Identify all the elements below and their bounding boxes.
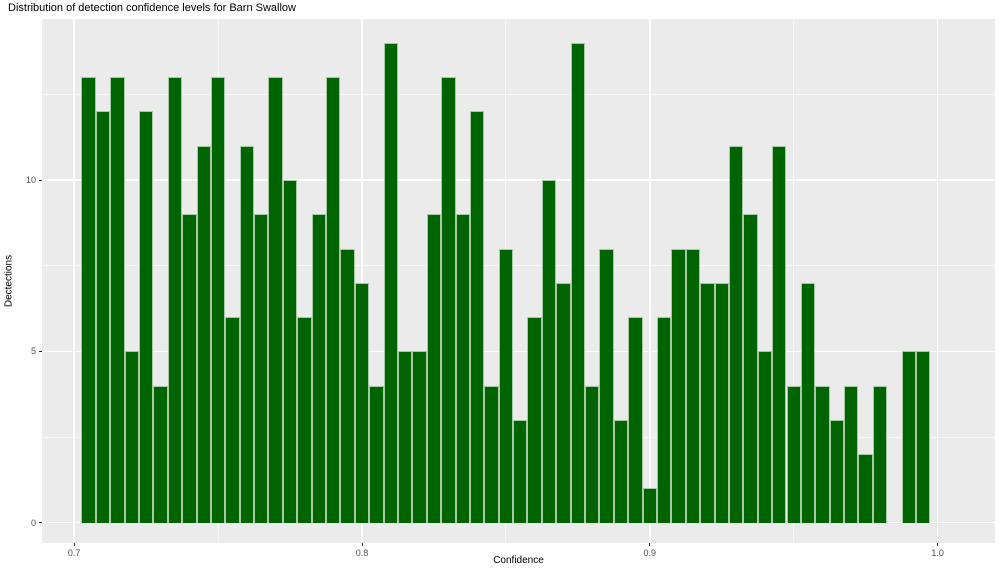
histogram-bar xyxy=(196,145,211,523)
histogram-bar xyxy=(656,317,672,523)
histogram-bar xyxy=(110,77,125,523)
x-axis-title: Confidence xyxy=(493,555,544,566)
histogram-bar xyxy=(210,77,226,523)
y-axis-title: Dectections xyxy=(3,254,15,308)
x-tick-label: 0.7 xyxy=(67,548,81,558)
histogram-bar xyxy=(815,385,830,523)
histogram-bar xyxy=(297,317,312,523)
histogram-bar xyxy=(167,77,183,523)
histogram-bar xyxy=(916,351,931,523)
x-tick-mark xyxy=(361,543,363,546)
histogram-bar xyxy=(743,214,758,523)
histogram-bar xyxy=(124,351,139,523)
histogram-bar xyxy=(786,385,801,523)
histogram-bar xyxy=(397,351,413,523)
histogram-bar xyxy=(556,282,571,523)
histogram-bar xyxy=(685,248,701,523)
major-gridline-vertical xyxy=(361,19,363,543)
histogram-bar xyxy=(138,111,154,523)
minor-gridline-horizontal xyxy=(42,93,995,95)
histogram-bar xyxy=(426,214,442,523)
x-tick-mark xyxy=(937,543,939,546)
minor-gridline-horizontal xyxy=(42,265,995,267)
histogram-bar xyxy=(844,385,859,523)
histogram-bar xyxy=(858,454,873,523)
y-tick-mark xyxy=(39,350,42,352)
major-gridline-horizontal xyxy=(42,179,995,181)
histogram-bar xyxy=(772,145,787,523)
histogram-bar xyxy=(671,248,686,523)
histogram-bar xyxy=(700,282,715,523)
plot-panel xyxy=(42,19,995,543)
histogram-bar xyxy=(268,77,283,523)
histogram-bar xyxy=(369,385,384,523)
histogram-bar xyxy=(225,317,240,523)
histogram-bar xyxy=(484,385,499,523)
histogram-bar xyxy=(728,145,744,523)
histogram-bar xyxy=(541,180,557,523)
chart-title: Distribution of detection confidence lev… xyxy=(8,2,296,14)
x-tick-label: 0.9 xyxy=(643,548,657,558)
histogram-bar xyxy=(714,282,729,523)
histogram-bar xyxy=(153,385,168,523)
histogram-bar xyxy=(254,214,269,523)
histogram-bar xyxy=(412,351,427,523)
histogram-bar xyxy=(239,145,255,523)
histogram-bar xyxy=(829,419,845,523)
y-tick-label: 0 xyxy=(30,517,36,528)
major-gridline-vertical xyxy=(73,19,75,543)
y-tick-mark xyxy=(39,179,42,181)
major-gridline-vertical xyxy=(936,19,939,543)
major-gridline-horizontal xyxy=(42,521,995,524)
histogram-bar xyxy=(282,180,298,523)
histogram-bar xyxy=(570,42,586,523)
histogram-bar xyxy=(585,385,600,523)
histogram-bar xyxy=(311,214,326,523)
histogram-bar xyxy=(599,248,614,523)
x-tick-mark xyxy=(649,543,651,546)
histogram-bar xyxy=(613,419,629,523)
y-tick-label: 10 xyxy=(25,175,36,185)
y-tick-mark xyxy=(39,522,42,524)
histogram-bar xyxy=(340,248,355,523)
histogram-bar xyxy=(757,351,773,523)
histogram-bar xyxy=(441,77,456,523)
major-gridline-horizontal xyxy=(42,350,995,353)
x-tick-label: 0.8 xyxy=(355,548,369,558)
histogram-bar xyxy=(498,248,514,523)
histogram-bar xyxy=(872,385,888,523)
major-gridline-vertical xyxy=(649,19,651,543)
histogram-bar xyxy=(469,111,485,523)
histogram-bar xyxy=(527,317,542,523)
histogram-bar xyxy=(354,282,370,523)
histogram-bar xyxy=(383,42,398,523)
histogram-bar xyxy=(901,351,916,523)
histogram-bar xyxy=(628,317,643,523)
histogram-bar xyxy=(95,111,111,523)
histogram-bar xyxy=(800,282,816,523)
histogram-bar xyxy=(326,77,341,523)
minor-gridline-vertical xyxy=(793,19,795,543)
x-tick-mark xyxy=(73,543,75,546)
histogram-bar xyxy=(81,77,96,523)
y-tick-label: 5 xyxy=(30,346,36,357)
x-tick-label: 1.0 xyxy=(931,548,944,558)
histogram-bar xyxy=(642,488,657,523)
histogram-bar xyxy=(182,214,197,523)
histogram-bar xyxy=(455,214,470,523)
histogram-bar xyxy=(513,419,528,523)
